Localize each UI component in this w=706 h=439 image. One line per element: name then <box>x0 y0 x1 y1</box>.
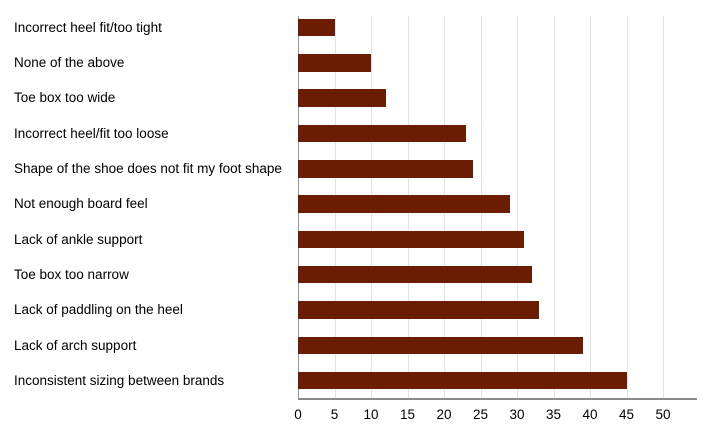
category-label: Toe box too wide <box>14 90 116 106</box>
x-tick-label: 20 <box>436 407 452 422</box>
bar-5 <box>298 195 510 213</box>
chart-row: Incorrect heel fit/too tight <box>0 10 706 45</box>
x-tick-label: 10 <box>363 407 379 422</box>
gridline <box>663 16 664 398</box>
category-label: None of the above <box>14 55 125 71</box>
chart-row: Not enough board feel <box>0 187 706 222</box>
gridline <box>517 16 518 398</box>
chart-row: Shape of the shoe does not fit my foot s… <box>0 151 706 186</box>
chart-row: Lack of arch support <box>0 328 706 363</box>
x-tick-label: 30 <box>509 407 525 422</box>
category-label: Inconsistent sizing between brands <box>14 372 225 388</box>
category-label: Not enough board feel <box>14 196 148 212</box>
category-label: Lack of ankle support <box>14 231 143 247</box>
bar-4 <box>298 160 474 178</box>
x-tick-label: 35 <box>545 407 562 422</box>
gridline <box>553 16 555 398</box>
chart-row: Lack of ankle support <box>0 222 706 257</box>
category-label: Lack of arch support <box>14 337 137 353</box>
bar-2 <box>298 89 386 107</box>
category-label: Incorrect heel fit/too tight <box>14 19 162 35</box>
x-tick-label: 15 <box>399 407 416 422</box>
x-tick-label: 0 <box>294 407 302 422</box>
x-tick-label: 25 <box>472 407 489 422</box>
chart-row: Toe box too narrow <box>0 257 706 292</box>
x-tick-label: 50 <box>655 407 671 422</box>
category-label: Toe box too narrow <box>14 266 129 282</box>
bar-0 <box>298 18 335 37</box>
gridline <box>590 16 591 398</box>
chart-row: Incorrect heel/fit too loose <box>0 116 706 151</box>
gridline <box>626 16 628 398</box>
x-tick-label: 45 <box>618 407 635 422</box>
x-tick-label: 5 <box>330 407 339 422</box>
chart-row: Toe box too wide <box>0 81 706 116</box>
bar-6 <box>298 230 525 249</box>
bar-3 <box>298 124 466 143</box>
chart-row: None of the above <box>0 45 706 80</box>
category-label: Incorrect heel/fit too loose <box>14 125 169 141</box>
category-label: Lack of paddling on the heel <box>14 302 183 318</box>
chart-row: Lack of paddling on the heel <box>0 292 706 327</box>
x-tick-label: 40 <box>582 407 598 422</box>
bar-7 <box>298 265 532 284</box>
bar-9 <box>298 336 583 355</box>
bar-1 <box>298 54 371 72</box>
chart-row: Inconsistent sizing between brands <box>0 363 706 398</box>
bar-8 <box>298 301 539 319</box>
x-axis-line <box>298 398 697 400</box>
category-label: Shape of the shoe does not fit my foot s… <box>14 161 282 177</box>
bar-10 <box>298 371 627 390</box>
